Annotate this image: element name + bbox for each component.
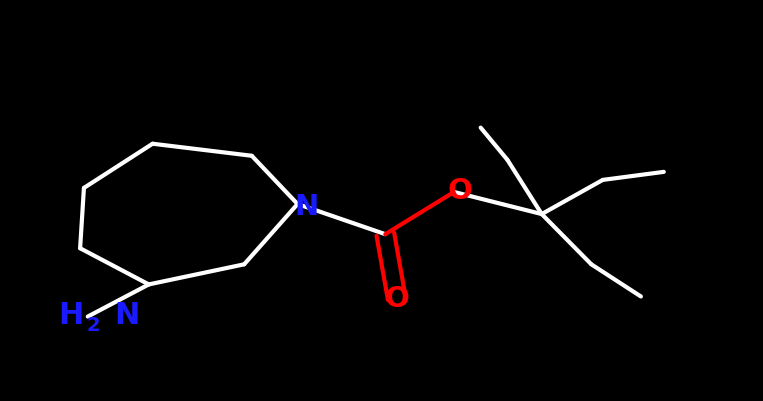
Text: O: O — [385, 285, 409, 313]
Text: H: H — [59, 300, 84, 329]
Text: 2: 2 — [86, 315, 100, 334]
Text: N: N — [295, 192, 319, 221]
Text: O: O — [448, 177, 472, 205]
Text: N: N — [114, 300, 140, 329]
